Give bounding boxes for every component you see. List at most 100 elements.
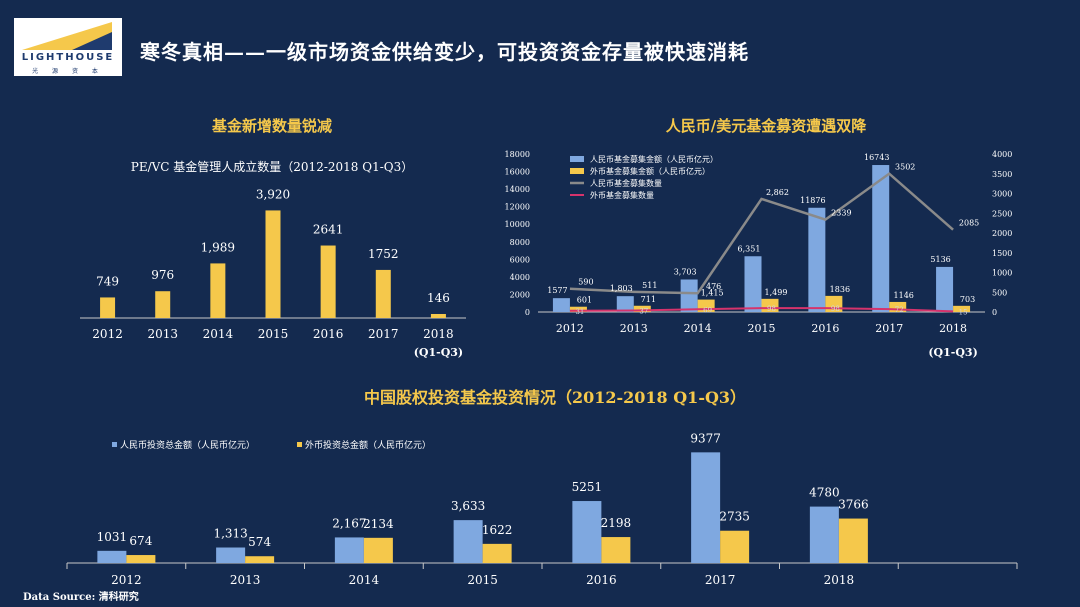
chart2-bar-rmb bbox=[744, 256, 762, 312]
chart3-data-label-fx: 2198 bbox=[601, 516, 632, 530]
chart1-bar bbox=[210, 263, 226, 318]
chart2-bar-rmb bbox=[616, 296, 634, 312]
chart3-data-label-rmb: 4780 bbox=[809, 486, 840, 500]
chart3-bar-rmb bbox=[334, 537, 364, 563]
chart2-data-label-rmb-count: 2339 bbox=[831, 209, 851, 218]
logo-subtext: 光 源 资 本 bbox=[32, 68, 104, 75]
chart2-data-label-rmb: 6,351 bbox=[738, 244, 761, 253]
chart2-legend-label: 外币基金募集金额（人民币亿元） bbox=[590, 166, 710, 176]
chart2-data-label-rmb-count: 476 bbox=[706, 282, 721, 291]
chart2-data-label-fx-count: 37 bbox=[639, 308, 648, 316]
chart1-data-label: 749 bbox=[96, 274, 119, 288]
chart3-bar-rmb bbox=[691, 452, 721, 563]
chart2-data-label-fx: 703 bbox=[960, 295, 975, 304]
chart2-data-label-rmb: 5136 bbox=[930, 255, 950, 264]
chart2-legend-swatch bbox=[570, 156, 584, 162]
chart2-tick-label: 2014 bbox=[684, 322, 712, 335]
chart2-legend-label: 人民币基金募集数量 bbox=[590, 178, 662, 188]
chart1-heading: 基金新增数量锐减 bbox=[211, 117, 332, 135]
chart3-legend-label: 人民币投资总金额（人民币亿元） bbox=[120, 439, 255, 451]
chart2-right-tick: 500 bbox=[992, 288, 1007, 297]
chart2-bar-fx bbox=[633, 305, 651, 312]
chart3-bar-fx bbox=[720, 530, 750, 563]
chart2-data-label-fx-count: 98 bbox=[831, 305, 840, 313]
chart2-bar-rmb bbox=[680, 279, 698, 312]
chart2-left-tick: 14000 bbox=[505, 185, 530, 194]
chart2-data-label-fx: 1836 bbox=[830, 285, 850, 294]
chart3-legend-swatch bbox=[112, 442, 117, 447]
chart2-data-label-rmb: 11876 bbox=[800, 196, 825, 205]
chart3-bar-rmb bbox=[572, 501, 602, 563]
chart1-bar bbox=[320, 245, 336, 318]
chart2-bar-fx bbox=[889, 301, 907, 312]
chart3-bar-rmb bbox=[216, 547, 246, 563]
chart1-data-label: 3,920 bbox=[256, 187, 290, 201]
chart2-left-tick: 12000 bbox=[505, 203, 530, 212]
chart2-bar-rmb bbox=[936, 266, 954, 312]
chart2-right-tick: 2500 bbox=[992, 209, 1012, 218]
chart2-tick-sublabel: (Q1-Q3) bbox=[928, 346, 977, 359]
chart2-right-tick: 0 bbox=[992, 308, 997, 317]
chart2-data-label-rmb-count: 2,862 bbox=[766, 188, 789, 197]
chart2-heading: 人民币/美元基金募资遭遇双降 bbox=[666, 117, 867, 135]
chart2-legend-label: 外币基金募集数量 bbox=[590, 190, 654, 200]
chart2-data-label-rmb: 1577 bbox=[547, 286, 567, 295]
page-title: 寒冬真相——一级市场资金供给变少，可投资资金存量被快速消耗 bbox=[140, 40, 749, 64]
chart1-bar bbox=[430, 313, 446, 318]
chart2-legend-swatch bbox=[570, 168, 584, 174]
chart2-legend-label: 人民币基金募集金额（人民币亿元） bbox=[590, 154, 718, 164]
chart3-legend-label: 外币投资总金额（人民币亿元） bbox=[305, 439, 431, 451]
chart2-bar-fx bbox=[953, 305, 971, 312]
chart2-bar-rmb bbox=[872, 165, 890, 312]
chart3-tick-label: 2018 bbox=[824, 573, 855, 587]
chart2-line-rmb-count bbox=[569, 172, 954, 295]
chart3-data-label-rmb: 1031 bbox=[97, 530, 128, 544]
chart1-tick-label: 2015 bbox=[258, 327, 289, 341]
chart3-data-label-fx: 2735 bbox=[719, 510, 750, 524]
chart2-left-tick: 4000 bbox=[510, 273, 530, 282]
chart1-tick-label: 2018 bbox=[423, 327, 454, 341]
chart3-heading: 中国股权投资基金投资情况（2012-2018 Q1-Q3） bbox=[364, 388, 746, 407]
chart2-tick-label: 2016 bbox=[811, 322, 839, 335]
chart1-data-label: 146 bbox=[427, 291, 450, 305]
chart1-title: PE/VC 基金管理人成立数量（2012-2018 Q1-Q3） bbox=[131, 159, 414, 174]
chart2-data-label-rmb: 1,803 bbox=[610, 284, 633, 293]
chart2-tick-label: 2015 bbox=[748, 322, 776, 335]
chart2-data-label-rmb-count: 2085 bbox=[959, 219, 979, 228]
chart3-data-label-rmb: 3,633 bbox=[451, 499, 485, 513]
chart3-data-label-fx: 3766 bbox=[838, 498, 869, 512]
chart3-data-label-fx: 574 bbox=[248, 535, 271, 549]
chart1-tick-label: 2014 bbox=[203, 327, 234, 341]
chart2-right-tick: 3500 bbox=[992, 170, 1012, 179]
chart2-data-label-fx: 601 bbox=[577, 296, 592, 305]
chart2-data-label-rmb: 16743 bbox=[864, 153, 889, 162]
chart2-data-label-fx-count: 98 bbox=[767, 305, 776, 313]
chart2-data-label-rmb-count: 3502 bbox=[895, 163, 915, 172]
chart1-bar bbox=[155, 291, 171, 318]
chart3-data-label-rmb: 1,313 bbox=[213, 527, 247, 541]
chart2-right-tick: 2000 bbox=[992, 229, 1012, 238]
chart2-bar-rmb bbox=[808, 207, 826, 312]
chart3-legend-swatch bbox=[297, 442, 302, 447]
chart3-data-label-rmb: 2,167 bbox=[332, 516, 366, 530]
logo-mark-icon bbox=[22, 22, 112, 50]
chart1-tick-sublabel: (Q1-Q3) bbox=[414, 346, 463, 359]
chart2-data-label-fx: 1146 bbox=[894, 291, 914, 300]
chart3-bar-fx bbox=[482, 543, 512, 563]
chart3-bar-fx bbox=[838, 518, 868, 563]
lighthouse-logo: LIGHTHOUSE 光 源 资 本 bbox=[14, 18, 122, 76]
chart3-data-label-rmb: 5251 bbox=[572, 480, 603, 494]
chart1-tick-label: 2012 bbox=[92, 327, 123, 341]
chart3-bar-fx bbox=[245, 556, 275, 563]
chart2-bar-fx bbox=[569, 306, 587, 312]
chart2-data-label-fx-count: 31 bbox=[575, 308, 584, 316]
chart3-tick-label: 2015 bbox=[467, 573, 498, 587]
chart2-bar-rmb bbox=[552, 298, 570, 312]
logo-text: LIGHTHOUSE bbox=[21, 52, 115, 63]
chart2-right-tick: 3000 bbox=[992, 190, 1012, 199]
chart3-bar-rmb bbox=[97, 550, 127, 563]
chart1-bar bbox=[100, 297, 116, 318]
chart1-bar bbox=[265, 210, 281, 318]
chart1-data-label: 2641 bbox=[313, 223, 344, 237]
